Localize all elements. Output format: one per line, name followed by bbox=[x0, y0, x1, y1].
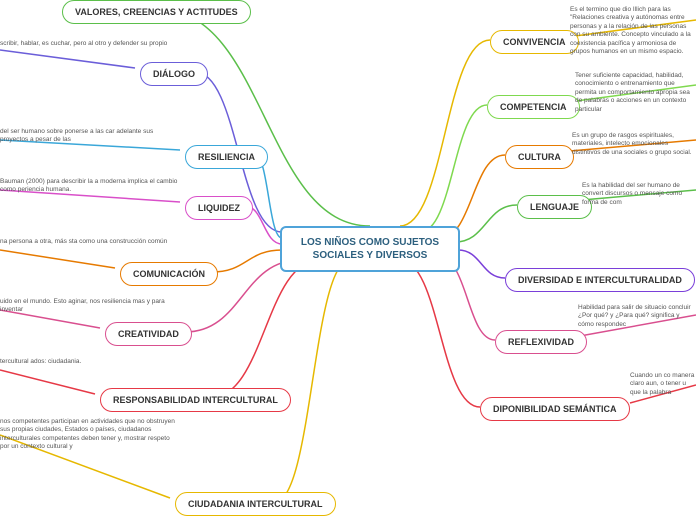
node-cultura[interactable]: CULTURA bbox=[505, 145, 574, 169]
node-label: VALORES, CREENCIAS Y ACTITUDES bbox=[75, 7, 238, 17]
node-label: COMPETENCIA bbox=[500, 102, 567, 112]
desc-dialogo: scribir, hablar, es cuchar, pero al otro… bbox=[0, 40, 167, 48]
connector bbox=[420, 105, 487, 232]
node-diversidad[interactable]: DIVERSIDAD E INTERCULTURALIDAD bbox=[505, 268, 695, 292]
center-label: LOS NIÑOS COMO SUJETOS SOCIALES Y DIVERS… bbox=[301, 237, 439, 261]
connector bbox=[400, 260, 480, 407]
connector bbox=[212, 250, 282, 272]
node-ciudadania[interactable]: CIUDADANIA INTERCULTURAL bbox=[175, 492, 336, 516]
node-lenguaje[interactable]: LENGUAJE bbox=[517, 195, 592, 219]
desc-creatividad: uido en el mundo. Esto aginar, nos resil… bbox=[0, 298, 180, 315]
node-label: RESPONSABILIDAD INTERCULTURAL bbox=[113, 395, 278, 405]
node-competencia[interactable]: COMPETENCIA bbox=[487, 95, 580, 119]
node-valores[interactable]: VALORES, CREENCIAS Y ACTITUDES bbox=[62, 0, 251, 24]
connector bbox=[210, 260, 320, 398]
desc-ciudadania: nos competentes participan en actividade… bbox=[0, 418, 180, 452]
node-reflexividad[interactable]: REFLEXIVIDAD bbox=[495, 330, 587, 354]
node-resiliencia[interactable]: RESILIENCIA bbox=[185, 145, 268, 169]
node-label: CIUDADANIA INTERCULTURAL bbox=[188, 499, 323, 509]
node-label: LENGUAJE bbox=[530, 202, 579, 212]
desc-lenguaje: Es la habilidad del ser humano de conver… bbox=[582, 182, 696, 207]
desc-cultura: Es un grupo de rasgos espirituales, mate… bbox=[572, 132, 696, 157]
node-label: CULTURA bbox=[518, 152, 561, 162]
node-comunicacion[interactable]: COMUNICACIÓN bbox=[120, 262, 218, 286]
node-label: CONVIVENCIA bbox=[503, 37, 566, 47]
connector bbox=[0, 250, 115, 268]
node-label: DIVERSIDAD E INTERCULTURALIDAD bbox=[518, 275, 682, 285]
center-node: LOS NIÑOS COMO SUJETOS SOCIALES Y DIVERS… bbox=[280, 226, 460, 272]
node-convivencia[interactable]: CONVIVENCIA bbox=[490, 30, 579, 54]
connector bbox=[0, 370, 95, 394]
node-label: REFLEXIVIDAD bbox=[508, 337, 574, 347]
connector bbox=[160, 10, 370, 226]
node-label: DIÁLOGO bbox=[153, 69, 195, 79]
node-label: CREATIVIDAD bbox=[118, 329, 179, 339]
desc-disponibilidad: Cuando un co manera claro aun, o tener u… bbox=[630, 372, 696, 397]
node-label: DIPONIBILIDAD SEMÁNTICA bbox=[493, 404, 617, 414]
node-dialogo[interactable]: DIÁLOGO bbox=[140, 62, 208, 86]
connector bbox=[275, 260, 350, 502]
desc-convivencia: Es el termino que dio Illich para las "R… bbox=[570, 6, 696, 57]
connector bbox=[458, 250, 505, 278]
connector bbox=[455, 205, 517, 242]
desc-liquidez: Bauman (2000) para describir la a modern… bbox=[0, 178, 180, 195]
connector bbox=[400, 40, 490, 226]
desc-competencia: Tener suficiente capacidad, habilidad, c… bbox=[575, 72, 696, 114]
desc-resiliencia: del ser humano sobre ponerse a las car a… bbox=[0, 128, 180, 145]
node-responsabilidad[interactable]: RESPONSABILIDAD INTERCULTURAL bbox=[100, 388, 291, 412]
desc-responsabilidad: tercultural ados: ciudadania. bbox=[0, 358, 81, 366]
node-disponibilidad[interactable]: DIPONIBILIDAD SEMÁNTICA bbox=[480, 397, 630, 421]
node-label: LIQUIDEZ bbox=[198, 203, 240, 213]
node-liquidez[interactable]: LIQUIDEZ bbox=[185, 196, 253, 220]
node-label: RESILIENCIA bbox=[198, 152, 255, 162]
node-label: COMUNICACIÓN bbox=[133, 269, 205, 279]
desc-reflexividad: Habilidad para salir de situacio conclui… bbox=[578, 304, 696, 329]
desc-comunicacion: na persona a otra, más sta como una cons… bbox=[0, 238, 167, 246]
connector bbox=[0, 50, 135, 68]
node-creatividad[interactable]: CREATIVIDAD bbox=[105, 322, 192, 346]
